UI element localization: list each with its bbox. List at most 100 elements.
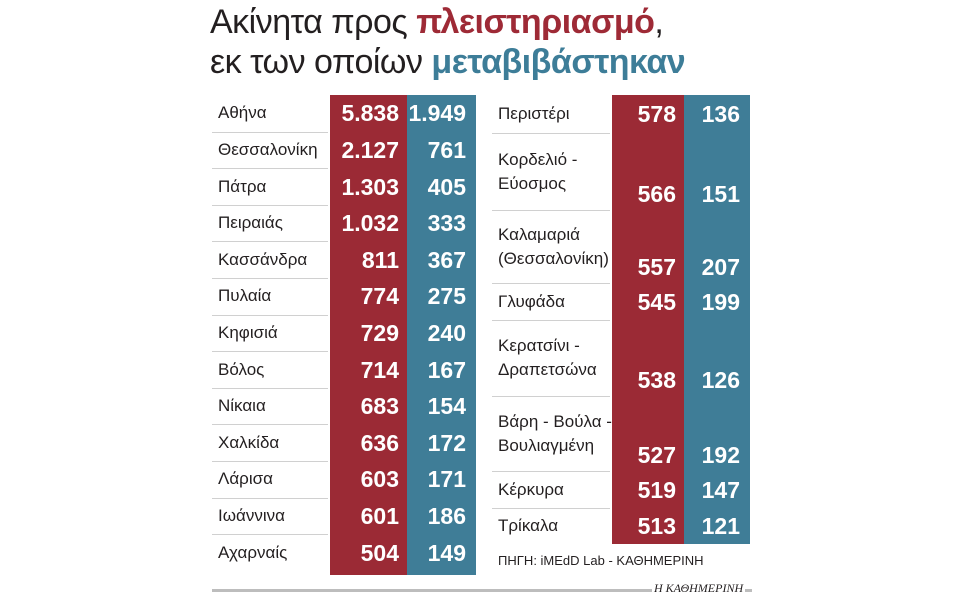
row-separator [492, 283, 610, 284]
transferred-value: 275 [427, 283, 466, 310]
transferred-value: 149 [427, 539, 466, 566]
city-label-line: Δραπετσώνα [498, 360, 597, 379]
auction-value: 1.303 [341, 173, 399, 200]
city-label: Θεσσαλονίκη [218, 139, 318, 161]
city-label-line: Πειραιάς [218, 213, 283, 233]
transferred-bar [407, 95, 476, 575]
city-label: Πάτρα [218, 176, 266, 198]
row-separator [212, 497, 328, 499]
city-label: Νίκαια [218, 395, 266, 417]
transferred-value: 171 [427, 466, 466, 493]
row-separator [212, 131, 328, 133]
city-label: Βόλος [218, 359, 264, 381]
city-label-line: Κερατσίνι - [498, 336, 580, 355]
auction-value: 729 [360, 319, 399, 346]
city-label: Κορδελιό - Εύοσμος [498, 148, 577, 196]
auction-value: 545 [637, 288, 676, 315]
auction-value: 774 [360, 283, 399, 310]
auction-value: 714 [360, 356, 399, 383]
city-label-line: Κέρκυρα [498, 479, 564, 499]
auction-value: 578 [637, 101, 676, 127]
row-separator [492, 210, 610, 211]
city-label-line: Αθήνα [218, 103, 267, 123]
auction-value: 504 [360, 539, 399, 566]
transferred-value: 186 [427, 502, 466, 529]
row-separator [212, 314, 328, 316]
transferred-value: 167 [427, 356, 466, 383]
row-separator [212, 424, 328, 426]
row-separator [212, 534, 328, 536]
title-line-1-suffix: , [654, 3, 664, 41]
city-label-line: Βόλος [218, 359, 265, 379]
row-separator [492, 320, 610, 321]
city-label: Αθήνα [218, 102, 267, 124]
row-separator [492, 471, 610, 472]
row-separator [212, 241, 328, 243]
title-line-1: Ακίνητα προς πλειστηριασμό, [210, 2, 750, 42]
auction-value: 683 [360, 393, 399, 420]
row-separator [212, 461, 328, 462]
row-separator [492, 508, 610, 509]
city-label: Πειραιάς [218, 212, 283, 234]
transferred-value: 207 [701, 254, 740, 280]
row-separator [212, 387, 328, 389]
auction-value: 538 [637, 367, 676, 393]
city-label: Πυλαία [218, 285, 271, 307]
title-highlight-transferred: μεταβιβάστηκαν [431, 43, 686, 81]
row-separator [212, 278, 328, 279]
transferred-value: 121 [701, 513, 740, 539]
city-label-line: Βάρη - Βούλα - [498, 411, 612, 431]
transferred-bar [684, 95, 750, 544]
publisher-logo: Η ΚΑΘΗΜΕΡΙΝΗ [652, 581, 746, 596]
city-label: Τρίκαλα [498, 515, 558, 537]
source-note: ΠΗΓΗ: iMEdD Lab - ΚΑΘΗΜΕΡΙΝΗ [498, 553, 704, 568]
row-separator [212, 168, 328, 170]
auction-bar [330, 95, 407, 575]
city-label-line: Περιστέρι [498, 104, 570, 123]
city-label-line: Εύοσμος [498, 173, 567, 193]
row-separator [212, 351, 328, 353]
transferred-value: 761 [427, 136, 466, 163]
auction-value: 566 [637, 181, 676, 207]
row-separator [492, 133, 610, 134]
transferred-value: 199 [701, 288, 740, 315]
city-label: Ιωάννινα [218, 505, 285, 527]
city-label-line: Θεσσαλονίκη [218, 139, 318, 159]
title-highlight-auction: πλειστηριασμό [416, 3, 655, 41]
auction-bar [612, 95, 684, 544]
auction-value: 2.127 [341, 136, 399, 163]
city-label: Κασσάνδρα [218, 249, 307, 271]
auction-value: 513 [637, 513, 676, 539]
city-label-line: Πυλαία [218, 286, 272, 306]
auction-value: 557 [637, 254, 676, 280]
transferred-value: 192 [701, 442, 740, 468]
footer-divider [212, 589, 752, 592]
city-label-line: Βουλιαγμένη [498, 435, 595, 455]
transferred-value: 147 [701, 476, 740, 503]
title-line-2: εκ των οποίων μεταβιβάστηκαν [210, 42, 750, 82]
city-label: Καλαμαριά (Θεσσαλονίκη) [498, 223, 609, 271]
city-label: Περιστέρι [498, 103, 570, 125]
city-label: Κηφισιά [218, 322, 278, 344]
title-line-2-prefix: εκ των οποίων [210, 43, 432, 81]
transferred-value: 154 [427, 393, 466, 420]
city-label-line: Λάρισα [218, 469, 273, 489]
city-label-line: Καλαμαριά [498, 224, 580, 244]
city-label-line: Χαλκίδα [218, 432, 280, 452]
transferred-value: 136 [701, 101, 740, 127]
city-label-line: Κορδελιό - [498, 149, 578, 169]
city-label: Κερατσίνι - Δραπετσώνα [498, 334, 597, 382]
city-label: Γλυφάδα [498, 291, 565, 313]
auction-value: 519 [637, 476, 676, 503]
transferred-value: 240 [427, 319, 466, 346]
title-line-1-prefix: Ακίνητα προς [210, 3, 417, 41]
city-label-line: Πάτρα [218, 176, 267, 196]
city-label-line: (Θεσσαλονίκη) [498, 248, 609, 268]
chart-title: Ακίνητα προς πλειστηριασμό, εκ των οποίω… [210, 0, 750, 82]
auction-value: 527 [637, 442, 676, 468]
city-label-line: Τρίκαλα [498, 516, 559, 535]
auction-value: 1.032 [341, 210, 399, 237]
auction-value: 636 [360, 429, 399, 456]
auction-value: 603 [360, 466, 399, 493]
transferred-value: 333 [427, 210, 466, 237]
